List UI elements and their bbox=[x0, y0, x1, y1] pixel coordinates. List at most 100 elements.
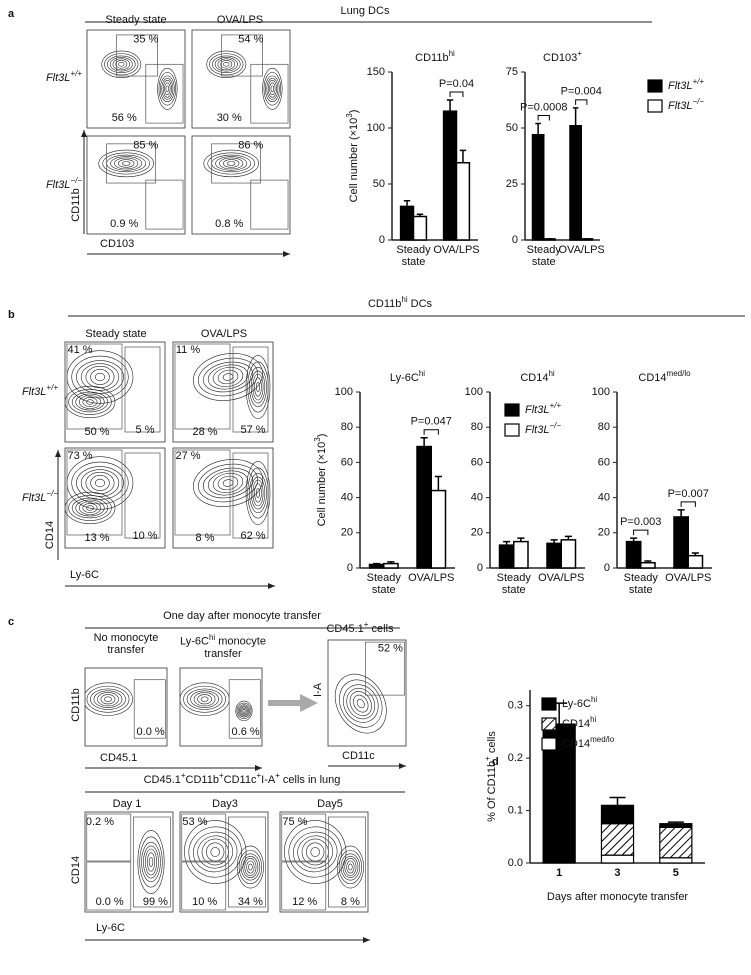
text-part: + bbox=[577, 49, 582, 58]
x-tick-label: Steady state bbox=[526, 244, 561, 268]
gate bbox=[228, 816, 266, 908]
p-value: P=0.047 bbox=[411, 416, 452, 428]
p-value: P=0.0008 bbox=[520, 101, 567, 113]
plot-frame bbox=[84, 667, 168, 747]
gate-percent: 73 % bbox=[67, 450, 92, 462]
y-tick-label: 0.2 bbox=[508, 752, 523, 764]
x-tick-label: OVA/LPS bbox=[538, 572, 585, 584]
bar bbox=[368, 563, 385, 569]
contour bbox=[86, 685, 130, 713]
text-part: Flt3L bbox=[668, 100, 692, 112]
gate bbox=[116, 34, 158, 77]
text-part: +/+ bbox=[692, 77, 704, 86]
contour bbox=[90, 688, 126, 710]
bar-segment bbox=[659, 826, 693, 859]
bar bbox=[640, 561, 656, 569]
text-part: cells bbox=[368, 623, 394, 635]
contour bbox=[90, 369, 110, 385]
gate-percent: 41 % bbox=[67, 344, 92, 356]
bar bbox=[543, 238, 556, 241]
gate-percent: 0.0 % bbox=[137, 726, 165, 738]
error-bar bbox=[403, 200, 411, 207]
text-part: CD45.1 bbox=[326, 623, 363, 635]
significance-bracket bbox=[537, 115, 550, 121]
bar bbox=[687, 554, 704, 569]
y-tick-label: 50 bbox=[506, 122, 518, 134]
legend-label: CD14hi bbox=[562, 715, 597, 730]
flow-plot bbox=[180, 682, 253, 722]
contour bbox=[75, 393, 105, 411]
contour bbox=[306, 842, 325, 862]
y-tick-label: 80 bbox=[471, 421, 483, 433]
gate-percent: 99 % bbox=[143, 896, 168, 908]
text-part: cells in lung bbox=[280, 774, 341, 786]
legend-label: Flt3L+/+ bbox=[668, 77, 704, 92]
contour bbox=[200, 696, 209, 702]
contour bbox=[247, 467, 269, 519]
gate bbox=[250, 63, 289, 124]
flow-plot bbox=[65, 350, 134, 419]
x-axis-title: CD11c bbox=[342, 750, 375, 762]
contour bbox=[255, 382, 261, 392]
text-part: hi bbox=[401, 295, 407, 304]
contour bbox=[207, 152, 256, 175]
gate bbox=[86, 813, 132, 862]
x-axis-title: CD45.1 bbox=[100, 752, 137, 764]
legend-label: Flt3L+/+ bbox=[525, 401, 561, 416]
bar-segment bbox=[600, 854, 635, 864]
x-axis-title: Ly-6C bbox=[70, 569, 99, 581]
contour bbox=[310, 847, 320, 857]
x-tick-label-box: OVA/LPS bbox=[538, 572, 585, 584]
contour bbox=[262, 67, 283, 110]
plot-frame bbox=[86, 135, 186, 235]
gate bbox=[174, 449, 231, 536]
y-tick-label: 40 bbox=[598, 492, 610, 504]
flow-plot bbox=[203, 149, 259, 178]
plot-frame bbox=[84, 811, 174, 913]
contour bbox=[346, 687, 376, 720]
contour bbox=[86, 399, 94, 405]
contour bbox=[145, 848, 157, 876]
text-part: + bbox=[364, 620, 369, 629]
plot-frame bbox=[191, 29, 291, 129]
y-tick-label: 100 bbox=[465, 386, 483, 398]
text-part: Flt3L bbox=[668, 80, 692, 92]
contour bbox=[188, 826, 242, 878]
contour bbox=[269, 82, 276, 96]
plot-title: No monocyte transfer bbox=[93, 632, 159, 656]
gate bbox=[145, 63, 184, 124]
gate-percent: 10 % bbox=[132, 530, 157, 542]
contour bbox=[82, 503, 98, 513]
contour bbox=[245, 355, 271, 419]
contour bbox=[348, 863, 353, 871]
contour bbox=[252, 373, 264, 401]
y-tick-label: 75 bbox=[506, 66, 518, 78]
plot-frame bbox=[179, 667, 263, 747]
text-part: CD45.1 bbox=[144, 774, 181, 786]
contour bbox=[141, 841, 161, 883]
x-tick-label-box: Steady state bbox=[526, 244, 561, 268]
x-axis-title: Ly-6C bbox=[96, 922, 125, 934]
panel-label: c bbox=[8, 616, 14, 628]
text-part: Flt3L bbox=[46, 72, 70, 84]
contour bbox=[242, 855, 259, 879]
significance-bracket bbox=[633, 529, 649, 536]
x-tick-label: OVA/LPS bbox=[408, 572, 455, 584]
contour bbox=[80, 363, 120, 391]
row-label: Flt3L+/+ bbox=[46, 69, 82, 84]
gate bbox=[66, 343, 123, 430]
gate bbox=[181, 861, 227, 911]
legend-swatch bbox=[541, 737, 557, 751]
significance-bracket bbox=[680, 501, 696, 507]
contour bbox=[203, 149, 259, 178]
gate-percent: 0.8 % bbox=[215, 218, 243, 230]
text-part: Cell number (×10 bbox=[316, 442, 328, 527]
gate bbox=[174, 343, 231, 430]
chart-title: CD103+ bbox=[543, 49, 582, 64]
gate-percent: 0.9 % bbox=[110, 218, 138, 230]
error-bar bbox=[420, 437, 428, 447]
contour bbox=[98, 149, 154, 178]
contour bbox=[190, 690, 219, 708]
x-tick-label: 3 bbox=[614, 867, 621, 879]
x-axis-title: Days after monocyte transfer bbox=[547, 891, 689, 903]
